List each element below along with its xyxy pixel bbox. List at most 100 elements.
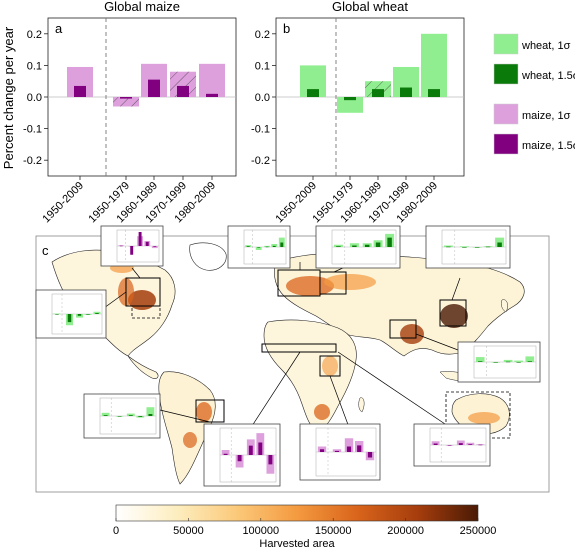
region-box-china <box>439 299 467 327</box>
inset-bar-1p5sigma <box>86 314 90 315</box>
inset-chart <box>413 423 491 467</box>
inset-bar-1p5sigma <box>223 453 228 455</box>
inset-bar-1p5sigma <box>258 442 263 455</box>
inset-bar-1sigma <box>503 359 513 362</box>
legend-swatch <box>493 103 519 125</box>
inset-bar-1sigma <box>344 438 354 452</box>
legend-swatch <box>493 33 519 55</box>
inset-bar-1sigma <box>456 440 465 445</box>
inset-bar-1sigma <box>221 450 230 455</box>
legend-label: wheat, 1σ <box>521 40 571 52</box>
inset-bar-1sigma <box>278 237 285 247</box>
inset-bar-1p5sigma <box>458 443 463 445</box>
hotspot-china <box>440 304 468 328</box>
colorbar: 0 50000 100000 150000 200000 250000 Harvested … <box>113 504 497 550</box>
inset-bar-1sigma <box>271 244 278 247</box>
legend-label: maize, 1.5σ <box>522 140 575 152</box>
inset-bar-1p5sigma <box>485 246 491 248</box>
y-tick-label: -0.1 <box>251 124 270 136</box>
x-tick-label: 1950-2009 <box>40 180 86 226</box>
legend-swatch <box>493 63 519 85</box>
inset-bar-1p5sigma <box>55 314 59 315</box>
bar-1p5sigma <box>307 89 319 97</box>
inset-bar-1p5sigma <box>130 246 134 255</box>
inset-bar-1p5sigma <box>138 416 143 417</box>
inset-bar-1p5sigma <box>319 449 325 452</box>
bar-1p5sigma <box>148 79 160 97</box>
legend: wheat, 1σ wheat, 1.5σ maize, 1σ maize, 1.5σ <box>493 33 575 155</box>
inset-bar-1p5sigma <box>334 450 340 452</box>
inset-bar-1p5sigma <box>493 362 498 363</box>
inset-bar-1p5sigma <box>237 455 242 462</box>
inset-bar-1sigma <box>525 356 535 362</box>
inset-bar-1p5sigma <box>145 241 149 246</box>
bar-1sigma <box>199 63 225 97</box>
inset-bar-1sigma <box>264 245 271 247</box>
panel-letter: a <box>55 21 63 36</box>
inset-chart <box>425 225 511 269</box>
inset-bar-1p5sigma <box>446 246 451 248</box>
bar-1p5sigma <box>177 85 189 97</box>
inset-bar-1sigma <box>431 441 440 445</box>
colorbar-tick-label: 100000 <box>242 525 279 537</box>
inset-bar-1p5sigma <box>95 313 99 314</box>
inset-bar-1sigma <box>349 243 359 247</box>
legend-label: maize, 1σ <box>522 110 571 122</box>
inset-chart <box>315 225 401 269</box>
inset-bar-1p5sigma <box>268 455 273 465</box>
bar-1p5sigma <box>120 97 132 99</box>
inset-bar-1sigma <box>245 245 252 247</box>
hotspot-india <box>400 324 424 344</box>
inset-bar-1p5sigma <box>367 452 373 458</box>
inset-bar-1p5sigma <box>103 415 108 416</box>
inset-bar-1p5sigma <box>336 246 341 247</box>
inset-bar-1sigma <box>126 413 135 416</box>
inset-bar-1sigma <box>459 246 469 247</box>
inset-bar-1p5sigma <box>148 414 153 416</box>
map-land <box>51 242 525 485</box>
inset-bar-1p5sigma <box>375 242 381 247</box>
inset-bar-1p5sigma <box>447 445 452 446</box>
inset-bar-1p5sigma <box>352 245 357 247</box>
inset-bar-1p5sigma <box>128 415 133 416</box>
y-tick-label: -0.2 <box>251 155 270 167</box>
panel-title: Global maize <box>104 0 180 14</box>
inset-bar-1p5sigma <box>527 361 532 362</box>
panel-letter: b <box>283 21 290 36</box>
y-tick-label: 0.1 <box>27 60 42 72</box>
bar-1sigma <box>421 33 447 97</box>
inset-chart <box>35 289 107 339</box>
bar-1p5sigma <box>74 85 86 97</box>
hotspot-ukraine-russia <box>324 274 376 290</box>
hotspot-us-midwest <box>128 290 156 310</box>
inset-bar-1p5sigma <box>346 446 352 452</box>
inset-bar-1p5sigma <box>433 443 438 445</box>
inset-bar-1sigma <box>101 412 110 416</box>
inset-bar-1sigma <box>333 244 343 247</box>
y-tick-label: -0.2 <box>23 155 42 167</box>
legend-swatch <box>493 133 519 155</box>
hotspot-europe <box>286 276 334 296</box>
inset-bar-1p5sigma <box>246 246 250 247</box>
inset-chart <box>83 393 161 439</box>
inset-bar-1p5sigma <box>117 416 122 417</box>
inset-bar-1p5sigma <box>357 445 362 452</box>
bar-hatching <box>113 97 139 107</box>
hotspot-brazil <box>196 402 212 422</box>
inset-bar-1p5sigma <box>364 244 370 247</box>
inset-bar-1p5sigma <box>248 445 253 455</box>
bar-1sigma <box>337 97 363 113</box>
y-tick-label: 0.2 <box>255 29 270 41</box>
inset-bar-1p5sigma <box>387 237 392 247</box>
panel-title: Global wheat <box>332 0 408 14</box>
inset-bar-1sigma <box>255 247 262 250</box>
inset-chart <box>299 423 381 481</box>
harvested-area-map: c <box>35 235 550 493</box>
panel-b-global-wheat: Global wheatb-0.2-0.10.00.10.21950-20091… <box>251 0 465 225</box>
y-tick-label: 0.0 <box>27 92 42 104</box>
y-tick-label: -0.1 <box>23 124 42 136</box>
inset-bar-1sigma <box>475 357 485 362</box>
inset-bar-1p5sigma <box>516 362 521 363</box>
colorbar-tick-label: 250000 <box>460 525 497 537</box>
